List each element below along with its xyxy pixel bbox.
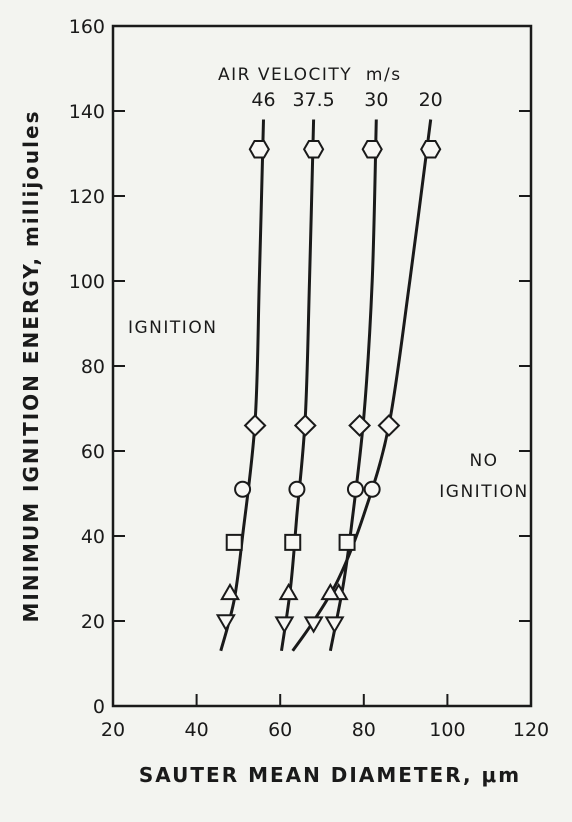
y-tick-label-0: 0 — [93, 696, 105, 718]
series-46-marker-circle-3 — [234, 480, 252, 498]
tick-marks — [112, 25, 532, 707]
series-30-label: 30 — [364, 89, 388, 111]
x-tick-label-20: 20 — [101, 719, 125, 741]
x-axis-title: SAUTER MEAN DIAMETER, μm — [139, 763, 521, 787]
y-tick-label-40: 40 — [81, 526, 105, 548]
y-tick-labels: 0 20 40 60 80 100 120 140 160 — [69, 16, 105, 718]
legend-title: AIR VELOCITY m/s — [218, 65, 402, 85]
series-curves — [219, 119, 433, 652]
series-30-marker-hexagon-5 — [361, 140, 383, 159]
series-20-curve — [291, 119, 433, 652]
x-tick-label-120: 120 — [513, 719, 549, 741]
y-tick-label-160: 160 — [69, 16, 105, 38]
series-20-marker-diamond-3 — [377, 414, 401, 437]
series-20-marker-hexagon-4 — [420, 140, 442, 159]
series-37-5-marker-square-2 — [284, 533, 302, 551]
series-30-curve — [328, 119, 378, 652]
x-tick-label-60: 60 — [268, 719, 292, 741]
no-ignition-label-line1: NO — [469, 451, 498, 471]
y-tick-label-140: 140 — [69, 101, 105, 123]
y-axis-title: MINIMUM IGNITION ENERGY, millijoules — [19, 110, 43, 623]
series-46-marker-square-2 — [225, 533, 243, 551]
series-37-5-marker-circle-3 — [288, 480, 306, 498]
series-46-marker-triangle-down-0 — [215, 614, 236, 632]
series-30-marker-diamond-4 — [348, 414, 372, 437]
x-tick-label-80: 80 — [352, 719, 376, 741]
ignition-label: IGNITION — [128, 318, 217, 338]
series-37-5-curve — [280, 119, 316, 652]
series-37-5-marker-triangle-down-0 — [274, 616, 295, 634]
series-37-5-marker-hexagon-5 — [302, 140, 325, 159]
series-20-marker-triangle-up-1 — [320, 582, 341, 601]
x-tick-label-100: 100 — [429, 719, 465, 741]
y-tick-label-60: 60 — [81, 441, 105, 463]
series-30-marker-square-2 — [338, 533, 356, 551]
y-tick-label-100: 100 — [69, 271, 105, 293]
series-46-marker-triangle-up-1 — [220, 582, 241, 601]
series-20-marker-circle-2 — [363, 480, 381, 498]
series-20-marker-triangle-down-0 — [303, 616, 324, 634]
y-tick-label-80: 80 — [81, 356, 105, 378]
series-37-5-marker-diamond-4 — [293, 414, 317, 437]
series-46-label: 46 — [251, 89, 275, 111]
series-20-label: 20 — [419, 89, 443, 111]
series-37-5-label: 37.5 — [292, 89, 334, 111]
plot-frame — [111, 24, 533, 708]
series-46-curve — [219, 119, 265, 652]
x-tick-label-40: 40 — [185, 719, 209, 741]
x-tick-labels: 20 40 60 80 100 120 — [101, 719, 549, 741]
series-30-marker-circle-3 — [346, 480, 364, 498]
no-ignition-label-line2: IGNITION — [439, 482, 528, 502]
series-37-5-marker-triangle-up-1 — [278, 582, 299, 601]
series-markers — [215, 140, 442, 634]
y-tick-label-120: 120 — [69, 186, 105, 208]
series-30-marker-triangle-down-0 — [324, 616, 345, 634]
y-tick-label-20: 20 — [81, 611, 105, 633]
series-46-marker-diamond-4 — [243, 414, 267, 437]
series-labels: 46 37.5 30 20 — [251, 89, 442, 111]
series-46-marker-hexagon-5 — [248, 140, 270, 159]
